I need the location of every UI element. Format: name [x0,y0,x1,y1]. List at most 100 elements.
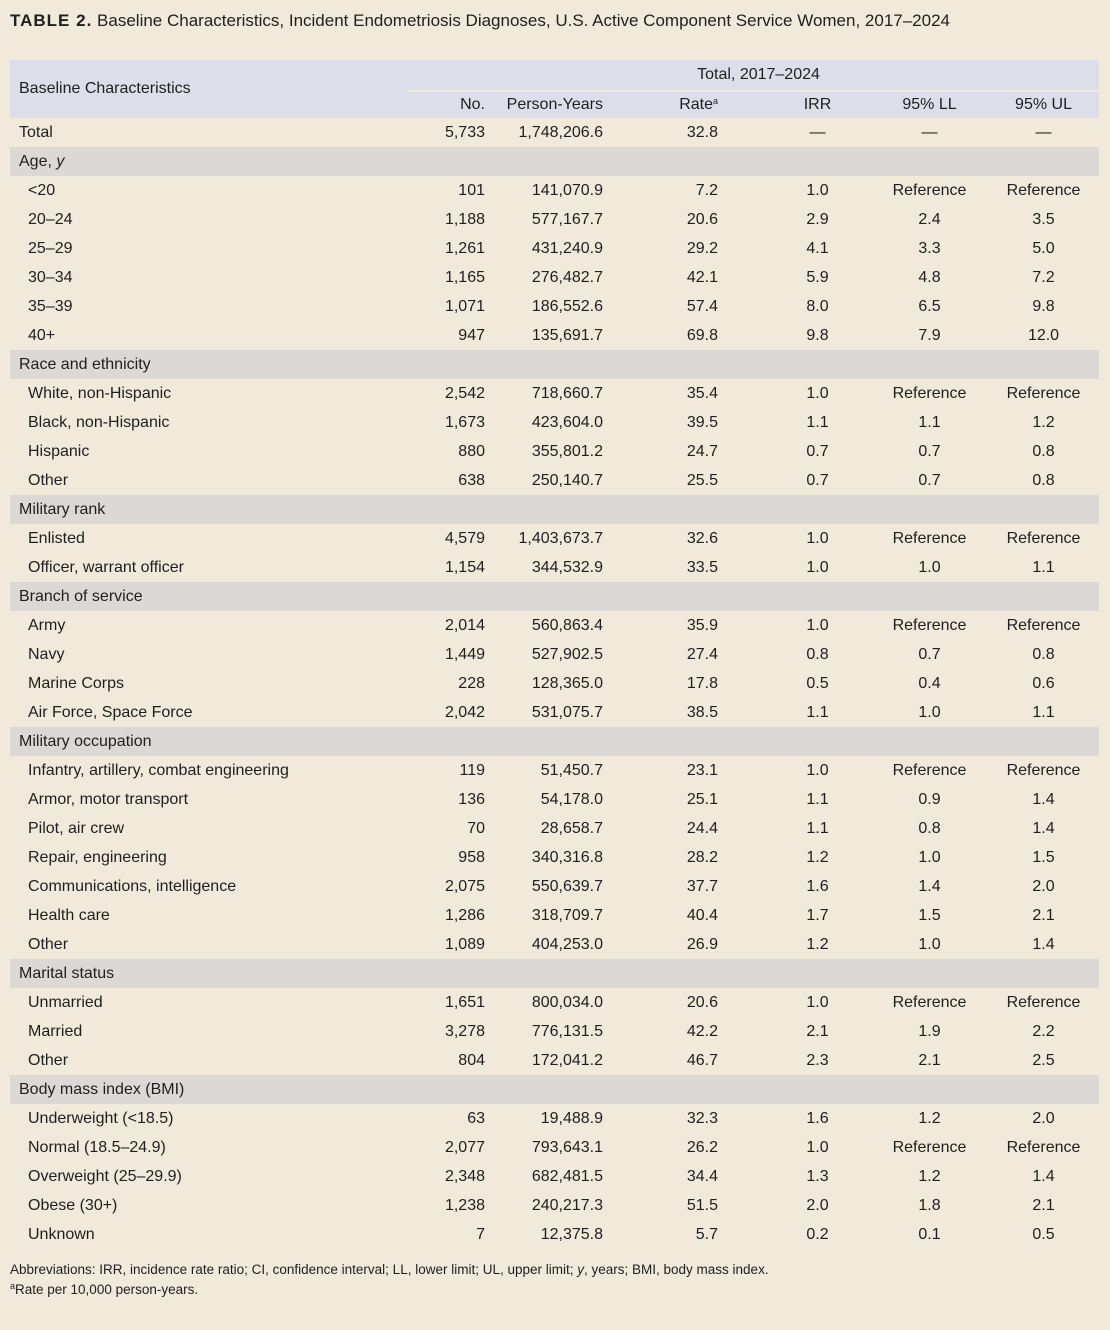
row-label: Enlisted [28,530,85,547]
cell-person-years: 344,532.9 [531,559,603,576]
abbrev-italic: y [577,1262,584,1277]
section-title-text: Marital status [19,965,115,982]
row-label: Repair, engineering [28,849,167,866]
cell-irr: 1.1 [806,414,829,431]
cell-no: 7 [476,1226,485,1243]
row-label: <20 [28,182,56,199]
table-row: Unmarried 1,651 800,034.0 20.6 1.0 Reference R… [10,988,1099,1017]
cell-person-years: 12,375.8 [540,1226,603,1243]
row-label: 35–39 [28,298,73,315]
cell-no: 638 [458,472,485,489]
cell-irr: 1.0 [806,617,829,634]
cell-ll: 0.7 [918,443,941,460]
table-row: Underweight (<18.5) 63 19,488.9 32.3 1.6 1.2 2… [10,1104,1099,1133]
cell-rate: 32.8 [686,124,718,141]
cell-no: 101 [458,182,485,199]
cell-rate: 20.6 [686,211,718,228]
cell-ll: Reference [892,385,967,402]
cell-ul: 12.0 [1027,327,1060,344]
row-label: Armor, motor transport [28,791,189,808]
cell-irr: 5.9 [806,269,829,286]
cell-rate: 7.2 [695,182,718,199]
table-row: Other 1,089 404,253.0 26.9 1.2 1.0 1.4 [10,930,1099,959]
cell-person-years: 19,488.9 [540,1110,603,1127]
section-title: Marital status [10,959,1100,988]
cell-ul: 1.1 [1032,704,1055,721]
cell-rate: 38.5 [686,704,718,721]
cell-rate: 26.9 [686,936,718,953]
cell-irr: 8.0 [806,298,829,315]
table-row: 20–24 1,188 577,167.7 20.6 2.9 2.4 3.5 [10,205,1099,234]
cell-rate: 69.8 [686,327,718,344]
row-label: Communications, intelligence [28,878,237,895]
row-label: Other [28,472,69,489]
column-header-no: No. [408,90,497,118]
table-row: Normal (18.5–24.9) 2,077 793,643.1 26.2 1.0 R… [10,1133,1099,1162]
cell-person-years: 318,709.7 [531,907,603,924]
cell-ll: 1.8 [918,1197,941,1214]
table-row: Black, non-Hispanic 1,673 423,604.0 39.5 1.1… [10,408,1099,437]
cell-ul: Reference [1006,994,1081,1011]
row-label: Obese (30+) [28,1197,118,1214]
cell-person-years: 527,902.5 [531,646,603,663]
rate-header-text: Rate [679,96,713,113]
column-header-rate: Ratea [634,90,764,118]
cell-ll: 0.9 [918,791,941,808]
row-label: Other [28,1052,69,1069]
cell-ll: Reference [892,182,967,199]
cell-ul: 0.6 [1032,675,1055,692]
cell-ul: Reference [1006,530,1081,547]
table-row: Enlisted 4,579 1,403,673.7 32.6 1.0 Reference… [10,524,1099,553]
cell-person-years: 718,660.7 [531,385,603,402]
table-row: Overweight (25–29.9) 2,348 682,481.5 34.4 1.… [10,1162,1099,1191]
cell-ul: 0.8 [1032,472,1055,489]
cell-ll: 1.5 [918,907,941,924]
cell-rate: 42.1 [686,269,718,286]
cell-irr: 1.0 [806,1139,829,1156]
column-header-person-years: Person-Years [497,90,634,118]
cell-no: 2,042 [444,704,485,721]
cell-person-years: 431,240.9 [531,240,603,257]
cell-person-years: 423,604.0 [531,414,603,431]
cell-ul: 1.4 [1032,791,1055,808]
row-label: Marine Corps [28,675,125,692]
column-group-header: Total, 2017–2024 [408,60,1100,91]
abbrev-text: Abbreviations: IRR, incidence rate ratio… [10,1262,578,1277]
cell-no: 70 [467,820,485,837]
table-row: Communications, intelligence 2,075 550,639… [10,872,1099,901]
row-label: Normal (18.5–24.9) [28,1139,166,1156]
cell-person-years: 531,075.7 [531,704,603,721]
footnotes: Abbreviations: IRR, incidence rate ratio… [10,1260,769,1300]
cell-irr: 0.7 [806,472,829,489]
cell-ul: 1.4 [1032,936,1055,953]
cell-ll: 2.4 [918,211,941,228]
cell-rate: 28.2 [686,849,718,866]
row-label: Air Force, Space Force [28,704,193,721]
cell-ll: 1.0 [918,704,941,721]
cell-ul: 1.2 [1032,414,1055,431]
cell-ll: Reference [892,762,967,779]
table-row: <20 101 141,070.9 7.2 1.0 Reference Reference [10,176,1099,205]
section-title: Age, y [10,147,1100,176]
table-row: 30–34 1,165 276,482.7 42.1 5.9 4.8 7.2 [10,263,1099,292]
table-row: Obese (30+) 1,238 240,217.3 51.5 2.0 1.8 2.1 [10,1191,1099,1220]
cell-no: 63 [467,1110,485,1127]
cell-no: 1,188 [444,211,485,228]
column-header-characteristics: Baseline Characteristics [10,60,408,118]
cell-ul: 7.2 [1032,269,1055,286]
cell-ll: 4.8 [918,269,941,286]
cell-ul: 2.1 [1032,907,1055,924]
header-row-sub: No. Person-Years Ratea IRR 95% LL 95% UL [10,90,1100,118]
cell-no: 2,014 [444,617,485,634]
cell-irr: 1.0 [806,994,829,1011]
cell-ll: Reference [892,1139,967,1156]
row-label: Hispanic [28,443,90,460]
section-title-text: Military rank [19,501,106,518]
table-row: Infantry, artillery, combat engineering 1… [10,756,1099,785]
cell-rate: 29.2 [686,240,718,257]
row-label: Officer, warrant officer [28,559,184,576]
cell-no: 2,542 [444,385,485,402]
cell-person-years: 1,748,206.6 [518,124,603,141]
section-title: Branch of service [10,582,1100,611]
cell-no: 1,651 [444,994,485,1011]
